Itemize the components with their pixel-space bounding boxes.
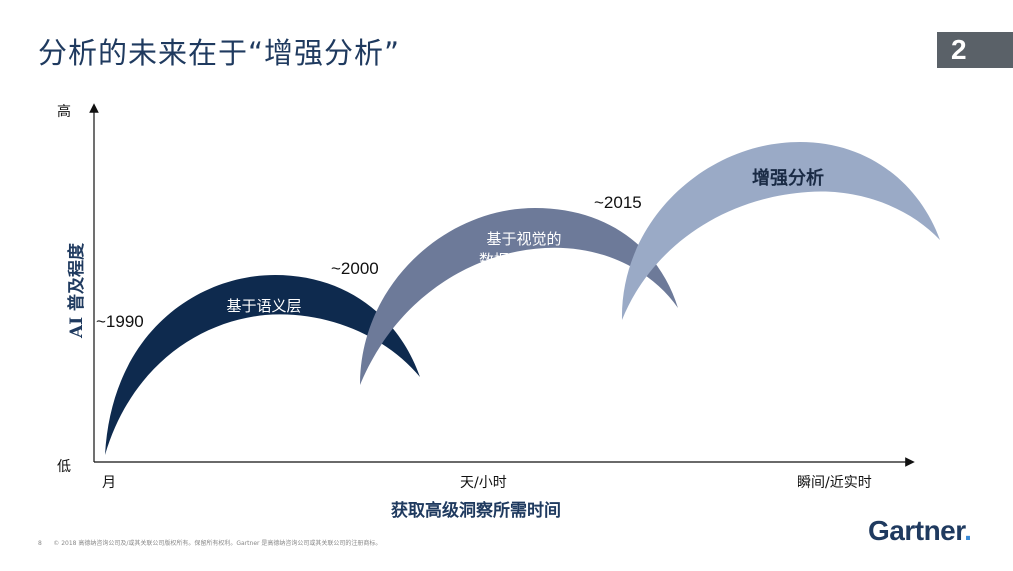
stage-year-1990: ~1990: [96, 312, 144, 331]
stage-crescent-1990: [105, 275, 420, 455]
gartner-logo-text: Gartner: [868, 515, 965, 546]
stage-label-2000-line2: 数据发现平台: [478, 251, 569, 269]
stage-label-2000-line1: 基于视觉的: [486, 230, 562, 248]
x-tick-months: 月: [102, 475, 116, 491]
x-tick-days-hours: 天/小时: [460, 475, 507, 491]
stage-year-2015: ~2015: [594, 193, 642, 212]
slide-number: 2: [951, 34, 967, 65]
x-axis-title: 获取高级洞察所需时间: [391, 501, 561, 521]
gartner-logo-dot: .: [964, 515, 972, 546]
stage-label-2000: 基于视觉的 数据发现平台: [462, 229, 586, 271]
stage-label-1990: 基于语义层 的平台: [214, 296, 314, 338]
stage-year-2000: ~2000: [331, 259, 379, 278]
y-axis-low-label: 低: [57, 459, 71, 475]
stage-label-1990-line1: 基于语义层: [226, 297, 302, 315]
footer-copyright: © 2018 高德纳咨询公司及/或其关联公司版权所有。保留所有权利。Gartne…: [53, 540, 382, 547]
gartner-logo: Gartner.: [868, 515, 972, 547]
y-axis-title: AI 普及程度: [67, 242, 87, 338]
stage-crescent-2000: [360, 208, 678, 385]
page-title: 分析的未来在于“增强分析”: [38, 36, 401, 70]
footer: 8 © 2018 高德纳咨询公司及/或其关联公司版权所有。保留所有权利。Gart…: [38, 538, 381, 547]
stage-label-1990-line2: 的平台: [241, 318, 287, 336]
y-axis-high-label: 高: [57, 104, 71, 120]
stage-crescent-2015: [621, 142, 940, 320]
slide-number-badge: 2: [937, 32, 1013, 68]
stage-label-2015: 增强分析: [733, 168, 843, 189]
stage-label-2015-line1: 增强分析: [752, 168, 824, 189]
footer-page-index: 8: [38, 540, 42, 547]
x-tick-realtime: 瞬间/近实时: [797, 475, 872, 491]
